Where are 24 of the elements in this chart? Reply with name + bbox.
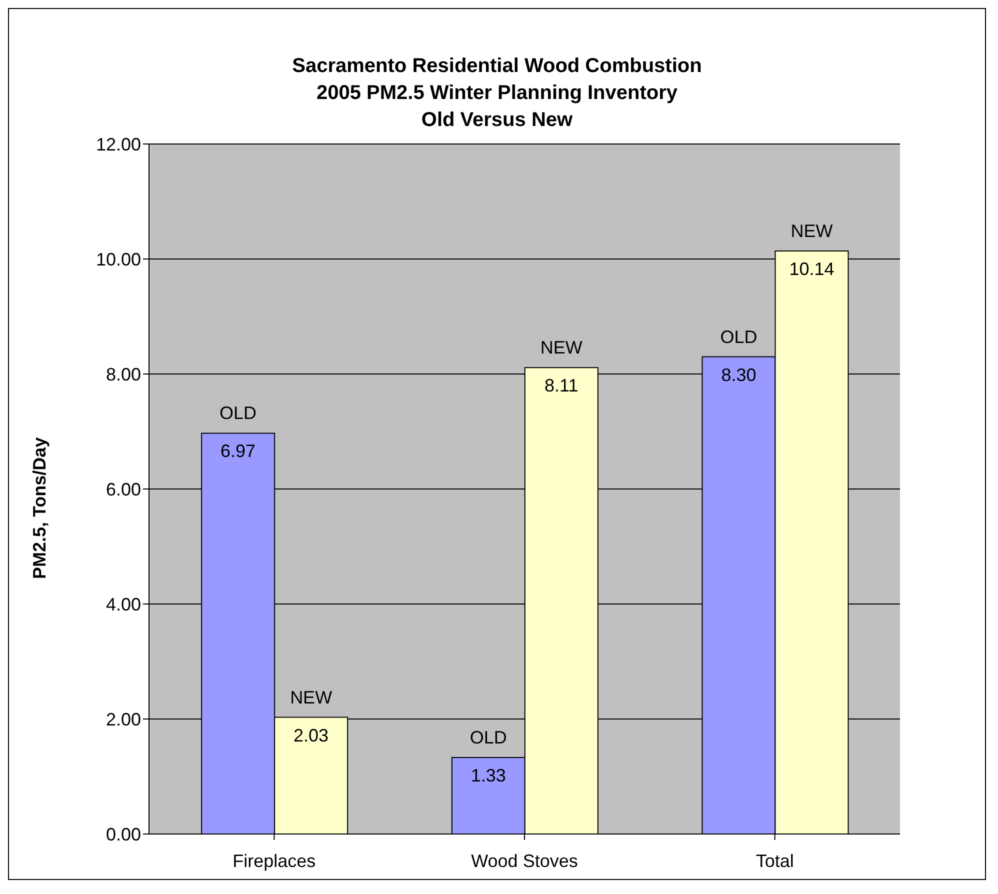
text: OLD — [720, 326, 758, 347]
text: NEW — [790, 220, 833, 241]
y-tick-label: 10.00 — [96, 249, 141, 270]
data-label: 10.14 — [789, 258, 834, 279]
y-tick-label: 4.00 — [106, 594, 141, 614]
data-label: 6.97 — [220, 441, 256, 462]
x-tick-label: Fireplaces — [232, 850, 316, 871]
y-tick-label: 8.00 — [106, 364, 141, 384]
data-label: 8.11 — [544, 376, 578, 396]
series-label: OLD — [220, 403, 257, 424]
x-tick-label: Wood Stoves — [471, 850, 578, 871]
y-tick-label: 6.00 — [106, 479, 141, 500]
y-tick-label: 2.00 — [106, 709, 141, 730]
y-tick-label: 12.00 — [96, 134, 141, 154]
y-tick-label: 0.00 — [106, 824, 141, 844]
data-label: 2.03 — [294, 725, 329, 746]
text: NEW — [540, 338, 582, 358]
series-label: NEW — [290, 687, 332, 708]
chart-title: Sacramento Residential Wood Combustion 2005 PM2.5 Winter Planning Inventory Old Versus New — [291, 54, 703, 133]
data-label: 8.30 — [721, 364, 756, 385]
text: OLD — [470, 728, 507, 748]
x-tick-label: Total — [756, 850, 794, 871]
y-axis-title: PM2.5, Tons/Day — [29, 437, 50, 579]
data-label: 1.33 — [470, 766, 506, 786]
